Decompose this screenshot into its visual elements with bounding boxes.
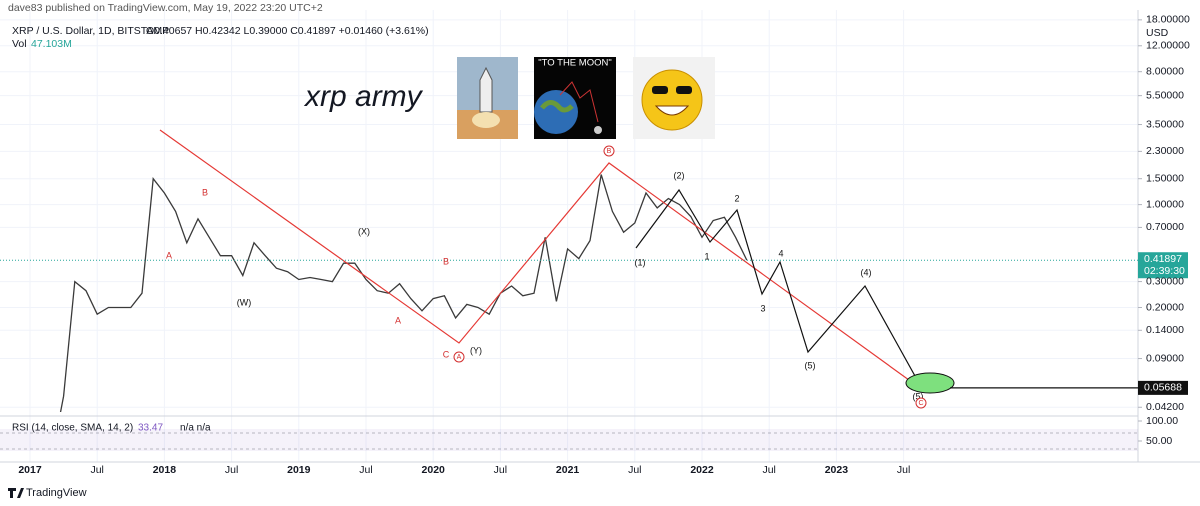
wave-label: (Y) xyxy=(470,345,482,355)
x-tick-label: 2019 xyxy=(287,464,311,476)
y-tick-label: 18.00000 xyxy=(1146,14,1190,26)
x-tick-label: Jul xyxy=(762,464,775,476)
y-tick-label: 0.04200 xyxy=(1146,401,1184,413)
wave-label: B xyxy=(443,256,449,266)
publisher: dave83 published on TradingView.com, May… xyxy=(8,2,323,14)
x-tick-label: Jul xyxy=(90,464,103,476)
wave-label: 3 xyxy=(760,303,765,313)
countdown: 02:39:30 xyxy=(1144,265,1185,277)
volume-label: Vol xyxy=(12,38,27,50)
wave-label: (X) xyxy=(358,226,370,236)
x-tick-label: 2021 xyxy=(556,464,580,476)
wave-lines-red xyxy=(159,129,921,389)
x-tick-label: Jul xyxy=(494,464,507,476)
wave-label: 4 xyxy=(778,248,783,258)
y-tick-label: 1.00000 xyxy=(1146,198,1184,210)
y-tick-label: 0.20000 xyxy=(1146,301,1184,313)
tv-logo xyxy=(8,488,24,498)
wave-label: (2) xyxy=(674,170,685,180)
ohlc: O0.40657 H0.42342 L0.39000 C0.41897 +0.0… xyxy=(146,25,429,37)
rsi-band xyxy=(0,429,1138,451)
volume-value: 47.103M xyxy=(31,38,72,50)
annotation-circle xyxy=(603,145,615,157)
annotation-circle xyxy=(915,397,927,409)
rsi-extra: n/a n/a xyxy=(180,423,211,434)
x-tick-label: 2017 xyxy=(18,464,42,476)
wave-label: 1 xyxy=(704,251,709,261)
target-zone xyxy=(905,372,955,394)
wave-label: (4) xyxy=(861,267,872,277)
meme-caption: "TO THE MOON" xyxy=(538,58,611,69)
x-tick-label: Jul xyxy=(359,464,372,476)
moon-image xyxy=(534,57,616,139)
grid xyxy=(0,10,1138,462)
wave-label: C xyxy=(443,349,450,359)
x-tick-label: Jul xyxy=(225,464,238,476)
rsi-tick-label: 100.00 xyxy=(1146,415,1178,427)
annotation-circle xyxy=(453,351,465,363)
rsi-value: 33.47 xyxy=(138,423,163,434)
x-tick-label: 2020 xyxy=(422,464,446,476)
rsi-tick-label: 50.00 xyxy=(1146,435,1172,447)
wave-label: (5) xyxy=(913,391,924,401)
symbol-title: XRP / U.S. Dollar, 1D, BITSTAMP xyxy=(12,25,169,37)
wave-label: A xyxy=(457,354,462,361)
wave-label: (5) xyxy=(805,360,816,370)
projection-path xyxy=(635,188,921,386)
rsi-label: RSI (14, close, SMA, 14, 2) xyxy=(12,423,133,434)
smiley-image xyxy=(633,57,715,139)
target-label: 0.05688 xyxy=(1144,382,1182,394)
wave-label: B xyxy=(607,148,612,155)
y-tick-label: 5.50000 xyxy=(1146,89,1184,101)
y-tick-label: 0.70000 xyxy=(1146,221,1184,233)
y-tick-label: 2.30000 xyxy=(1146,145,1184,157)
target-box xyxy=(1138,380,1188,395)
footer: TradingView xyxy=(26,487,87,499)
y-tick-label: 1.50000 xyxy=(1146,172,1184,184)
headline: xrp army xyxy=(303,80,424,113)
currency: USD xyxy=(1146,27,1169,39)
x-tick-label: 2018 xyxy=(153,464,177,476)
y-tick-label: 0.14000 xyxy=(1146,324,1184,336)
wave-label: (1) xyxy=(635,257,646,267)
y-tick-label: 0.09000 xyxy=(1146,352,1184,364)
drawings xyxy=(159,129,955,394)
last-price-label: 0.41897 xyxy=(1144,253,1182,265)
wave-label: A xyxy=(395,315,401,325)
x-tick-label: Jul xyxy=(897,464,910,476)
x-tick-label: 2023 xyxy=(825,464,849,476)
x-tick-label: 2022 xyxy=(690,464,714,476)
wave-label: B xyxy=(202,187,208,197)
y-tick-label: 8.00000 xyxy=(1146,65,1184,77)
rocket-image xyxy=(457,57,518,139)
last-price-box xyxy=(1138,252,1188,279)
wave-label: 2 xyxy=(734,193,739,203)
x-tick-label: Jul xyxy=(628,464,641,476)
wave-label: C xyxy=(918,400,923,407)
y-tick-label: 3.50000 xyxy=(1146,118,1184,130)
y-tick-label: 0.30000 xyxy=(1146,275,1184,287)
wave-label: A xyxy=(166,250,172,260)
wave-label: (W) xyxy=(237,297,252,307)
y-tick-label: 12.00000 xyxy=(1146,40,1190,52)
